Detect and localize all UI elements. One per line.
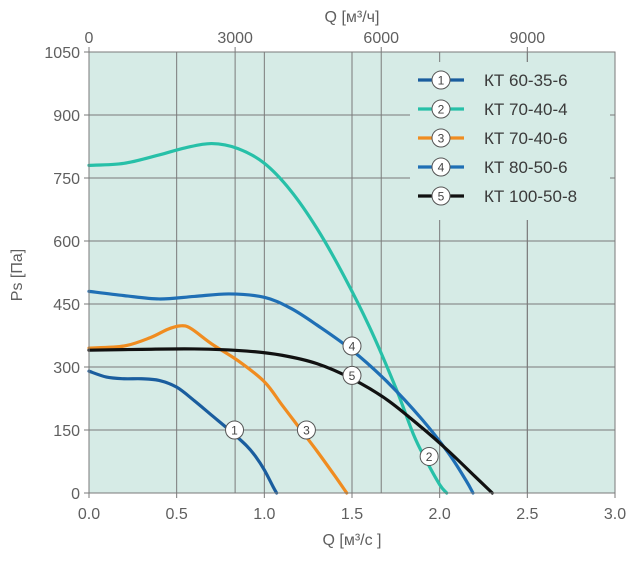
x-axis-ticks: 0.0 0.5 1.0 1.5 2.0 2.5 3.0 (78, 493, 626, 523)
curve-marker-label: 5 (349, 369, 356, 383)
legend-label: КТ 70-40-6 (484, 129, 568, 148)
curve-marker-4 (342, 336, 362, 356)
legend-marker-label: 2 (438, 103, 445, 117)
legend-marker-label: 5 (438, 190, 445, 204)
curve-marker-label: 1 (231, 424, 238, 438)
curve-marker-label: 4 (349, 340, 356, 354)
legend-label: КТ 60-35-6 (484, 71, 568, 90)
legend-marker-2 (431, 99, 451, 119)
curve-marker-5 (342, 365, 362, 385)
y-tick-label: 0 (71, 486, 80, 503)
series-line-3 (87, 324, 349, 495)
y-tick-label: 1050 (44, 45, 80, 62)
series-line-5 (87, 347, 494, 495)
curve-marker-2 (419, 446, 439, 466)
curve-marker-1 (225, 420, 245, 440)
x-tick-label: 0.5 (166, 506, 188, 523)
legend-marker-label: 4 (438, 161, 445, 175)
legend-label: КТ 70-40-4 (484, 100, 568, 119)
legend-marker-label: 3 (438, 132, 445, 146)
y-tick-label: 750 (53, 171, 80, 188)
curve-marker-3 (296, 420, 316, 440)
curve-markers: 1 3 4 5 2 (225, 336, 439, 466)
x-tick-label: 2.0 (429, 506, 451, 523)
y-axis-title: Ps [Па] (9, 249, 26, 301)
curve-marker-label: 2 (426, 450, 433, 464)
x-tick-label: 1.5 (341, 506, 363, 523)
series-layer (87, 141, 494, 495)
x-tick-label: 2.5 (516, 506, 538, 523)
legend-marker-5 (431, 186, 451, 206)
legend-marker-1 (431, 70, 451, 90)
top-tick-label: 0 (85, 30, 94, 47)
x-tick-label: 0.0 (78, 506, 100, 523)
series-line-1 (87, 369, 279, 495)
legend-marker-3 (431, 128, 451, 148)
y-tick-label: 450 (53, 297, 80, 314)
y-axis-ticks: 0 150 300 450 600 750 900 1050 (44, 45, 89, 503)
x-tick-label: 1.0 (253, 506, 275, 523)
y-tick-label: 150 (53, 423, 80, 440)
x-tick-label: 3.0 (604, 506, 626, 523)
y-tick-label: 300 (53, 360, 80, 377)
curve-marker-label: 3 (303, 424, 310, 438)
y-tick-label: 600 (53, 234, 80, 251)
legend: 1 КТ 60-35-6 2 КТ 70-40-4 3 КТ 70-40-6 4 КТ 80-… (410, 62, 610, 220)
y-tick-label: 900 (53, 108, 80, 125)
x-axis-title: Q [м³/с ] (323, 532, 382, 549)
legend-label: КТ 80-50-6 (484, 158, 568, 177)
top-axis-title: Q [м³/ч] (325, 9, 380, 26)
legend-marker-label: 1 (438, 74, 445, 88)
legend-marker-4 (431, 157, 451, 177)
top-tick-label: 9000 (510, 30, 546, 47)
top-tick-label: 6000 (363, 30, 399, 47)
series-line-2 (87, 141, 449, 495)
top-axis-ticks: 0 3000 6000 9000 (85, 30, 546, 52)
top-tick-label: 3000 (217, 30, 253, 47)
legend-label: КТ 100-50-8 (484, 187, 577, 206)
